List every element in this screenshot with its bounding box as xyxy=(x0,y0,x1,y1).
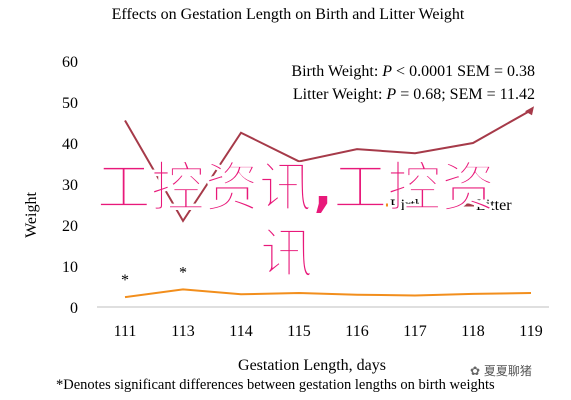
x-tick-label: 116 xyxy=(345,323,368,340)
y-tick-label: 20 xyxy=(62,218,78,235)
watermark-line-1: 工控资讯,工控资 xyxy=(97,156,496,219)
significance-marker: * xyxy=(121,272,129,289)
y-tick-label: 10 xyxy=(62,259,78,276)
x-axis-ticks: 111 113 114 115 116 117 118 119 xyxy=(114,323,543,340)
stats-birth-p: P xyxy=(381,63,392,80)
x-tick-label: 113 xyxy=(171,323,194,340)
y-axis-label: Weight xyxy=(23,192,40,238)
y-tick-label: 50 xyxy=(62,95,78,112)
y-axis-ticks: 0 10 20 30 40 50 60 xyxy=(62,54,78,317)
corner-watermark: ✿ 夏夏聊猪 xyxy=(470,362,532,379)
chart-title: Effects on Gestation Length on Birth and… xyxy=(112,6,465,23)
stats-litter-rest: = 0.68; SEM = 11.42 xyxy=(396,86,535,103)
stats-birth: Birth Weight: P < 0.0001 SEM = 0.38 xyxy=(291,63,535,80)
x-tick-label: 117 xyxy=(403,323,426,340)
significance-marker: * xyxy=(179,264,187,281)
y-tick-label: 0 xyxy=(70,300,78,317)
corner-watermark-text: 夏夏聊猪 xyxy=(484,364,532,378)
x-tick-label: 118 xyxy=(461,323,484,340)
y-tick-label: 40 xyxy=(62,136,78,153)
stats-birth-rest: < 0.0001 SEM = 0.38 xyxy=(392,63,535,80)
watermark-line-2: 讯 xyxy=(260,222,314,285)
x-tick-label: 114 xyxy=(229,323,252,340)
x-axis-label: Gestation Length, days xyxy=(238,357,386,374)
x-tick-label: 111 xyxy=(114,323,137,340)
stats-birth-prefix: Birth Weight: xyxy=(291,63,382,80)
y-tick-label: 60 xyxy=(62,54,78,71)
series-line-birth xyxy=(125,289,531,297)
y-tick-label: 30 xyxy=(62,177,78,194)
stats-litter: Litter Weight: P = 0.68; SEM = 11.42 xyxy=(293,86,535,103)
stats-litter-p: P xyxy=(385,86,396,103)
stats-litter-prefix: Litter Weight: xyxy=(293,86,387,103)
overlay-watermark: 工控资讯,工控资 讯 xyxy=(97,156,496,285)
x-tick-label: 115 xyxy=(287,323,310,340)
footnote: *Denotes significant differences between… xyxy=(56,377,495,393)
x-tick-label: 119 xyxy=(519,323,542,340)
wechat-icon: ✿ xyxy=(470,364,480,378)
annotations: * * xyxy=(121,264,187,289)
